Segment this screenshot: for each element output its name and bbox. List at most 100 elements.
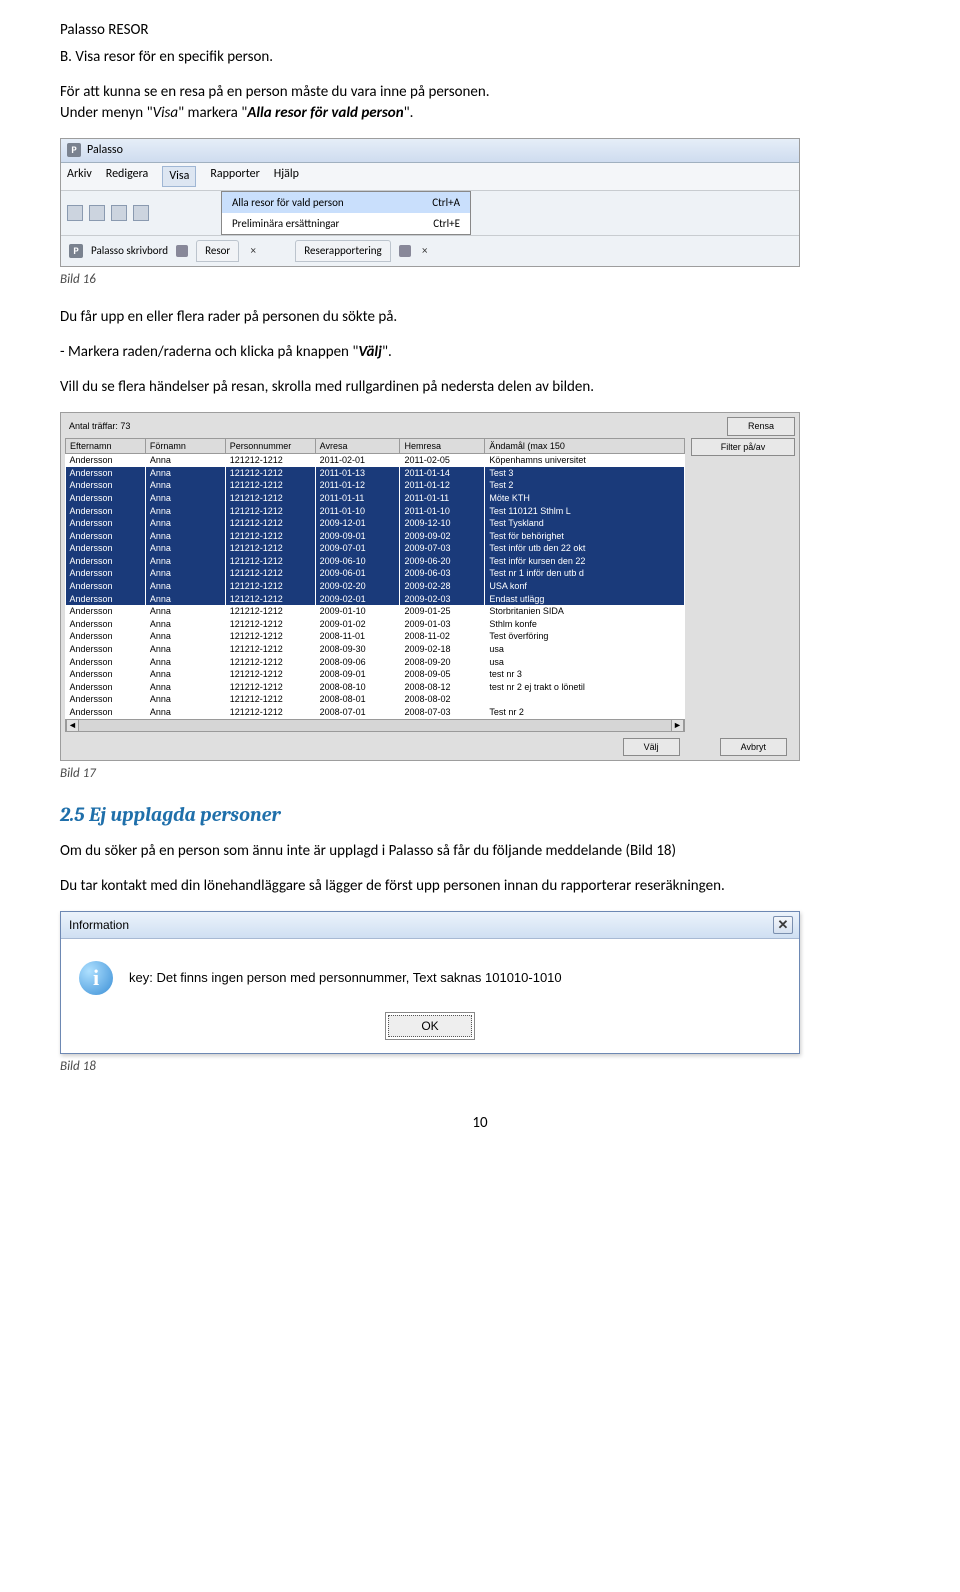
filter-button[interactable]: Filter på/av bbox=[691, 438, 795, 457]
table-row[interactable]: AnderssonAnna121212-12122009-01-022009-0… bbox=[66, 618, 685, 631]
table-row[interactable]: AnderssonAnna121212-12122008-11-012008-1… bbox=[66, 630, 685, 643]
horizontal-scrollbar[interactable]: ◄ ► bbox=[65, 719, 685, 732]
col-hemresa[interactable]: Hemresa bbox=[400, 438, 485, 454]
table-cell: 2011-01-14 bbox=[400, 467, 485, 480]
table-cell: Andersson bbox=[66, 517, 146, 530]
table-cell: 121212-1212 bbox=[225, 693, 315, 706]
caption-bild-16: Bild 16 bbox=[60, 271, 900, 289]
table-cell: Sthlm konfe bbox=[485, 618, 685, 631]
table-row[interactable]: AnderssonAnna121212-12122009-01-102009-0… bbox=[66, 605, 685, 618]
table-cell: Endast utlägg bbox=[485, 593, 685, 606]
table-row[interactable]: AnderssonAnna121212-12122008-07-012008-0… bbox=[66, 706, 685, 719]
dialog-titlebar: Information ✕ bbox=[61, 912, 799, 939]
col-andamal[interactable]: Ändamål (max 150 bbox=[485, 438, 685, 454]
table-row[interactable]: AnderssonAnna121212-12122008-09-302009-0… bbox=[66, 643, 685, 656]
table-row[interactable]: AnderssonAnna121212-12122011-01-122011-0… bbox=[66, 479, 685, 492]
table-cell: Test inför utb den 22 okt bbox=[485, 542, 685, 555]
menu-rapporter[interactable]: Rapporter bbox=[210, 166, 259, 187]
table-cell: 2008-08-10 bbox=[315, 681, 400, 694]
table-row[interactable]: AnderssonAnna121212-12122011-01-112011-0… bbox=[66, 492, 685, 505]
table-cell: 2011-01-12 bbox=[315, 479, 400, 492]
toolbar-button[interactable] bbox=[111, 205, 127, 221]
valj-button[interactable]: Välj bbox=[623, 738, 680, 757]
table-cell: 2009-02-03 bbox=[400, 593, 485, 606]
toolbar-button[interactable] bbox=[67, 205, 83, 221]
close-icon[interactable]: × bbox=[419, 245, 431, 257]
table-row[interactable]: AnderssonAnna121212-12122009-06-012009-0… bbox=[66, 567, 685, 580]
table-cell: 121212-1212 bbox=[225, 706, 315, 719]
table-cell: 2008-09-06 bbox=[315, 656, 400, 669]
table-cell: Anna bbox=[145, 706, 225, 719]
close-icon[interactable]: × bbox=[247, 245, 259, 257]
dropdown-label: Alla resor för vald person bbox=[232, 195, 344, 210]
table-row[interactable]: AnderssonAnna121212-12122009-06-102009-0… bbox=[66, 555, 685, 568]
rensa-button[interactable]: Rensa bbox=[727, 417, 795, 436]
table-cell: Anna bbox=[145, 693, 225, 706]
col-efternamn[interactable]: Efternamn bbox=[66, 438, 146, 454]
table-cell: Anna bbox=[145, 618, 225, 631]
page-number: 10 bbox=[60, 1113, 900, 1134]
tab-icon bbox=[399, 245, 411, 257]
table-cell: 2009-01-25 bbox=[400, 605, 485, 618]
menu-redigera[interactable]: Redigera bbox=[106, 166, 149, 187]
table-cell: Anna bbox=[145, 643, 225, 656]
table-cell: Andersson bbox=[66, 555, 146, 568]
col-personnummer[interactable]: Personnummer bbox=[225, 438, 315, 454]
col-avresa[interactable]: Avresa bbox=[315, 438, 400, 454]
tab-skrivbord[interactable]: Palasso skrivbord bbox=[91, 243, 168, 258]
table-row[interactable]: AnderssonAnna121212-12122008-08-012008-0… bbox=[66, 693, 685, 706]
tab-reserapportering[interactable]: Reserapportering bbox=[295, 240, 390, 261]
table-cell: Andersson bbox=[66, 593, 146, 606]
scroll-left-icon[interactable]: ◄ bbox=[66, 720, 79, 731]
table-cell: Anna bbox=[145, 593, 225, 606]
info-icon: i bbox=[79, 961, 113, 995]
ok-button[interactable]: OK bbox=[388, 1015, 471, 1037]
para-markera-pre: - Markera raden/raderna och klicka på kn… bbox=[60, 343, 358, 361]
para-intro-pre: Under menyn " bbox=[60, 104, 153, 122]
dropdown-item-preliminara[interactable]: Preliminära ersättningar Ctrl+E bbox=[222, 213, 470, 234]
table-cell: 121212-1212 bbox=[225, 630, 315, 643]
table-row[interactable]: AnderssonAnna121212-12122008-08-102008-0… bbox=[66, 681, 685, 694]
menu-visa[interactable]: Visa bbox=[162, 166, 196, 187]
table-row[interactable]: AnderssonAnna121212-12122008-09-012008-0… bbox=[66, 668, 685, 681]
app-icon: P bbox=[69, 244, 83, 258]
toolbar-button[interactable] bbox=[133, 205, 149, 221]
avbryt-button[interactable]: Avbryt bbox=[720, 738, 787, 757]
scroll-right-icon[interactable]: ► bbox=[671, 720, 684, 731]
table-cell: 2009-07-01 bbox=[315, 542, 400, 555]
tab-resor[interactable]: Resor bbox=[196, 240, 239, 261]
table-cell: 121212-1212 bbox=[225, 567, 315, 580]
menu-hjalp[interactable]: Hjälp bbox=[274, 166, 299, 187]
table-row[interactable]: AnderssonAnna121212-12122011-02-012011-0… bbox=[66, 454, 685, 467]
dropdown-item-alla-resor[interactable]: Alla resor för vald person Ctrl+A bbox=[222, 192, 470, 213]
col-fornamn[interactable]: Förnamn bbox=[145, 438, 225, 454]
table-row[interactable]: AnderssonAnna121212-12122008-09-062008-0… bbox=[66, 656, 685, 669]
table-row[interactable]: AnderssonAnna121212-12122009-02-012009-0… bbox=[66, 593, 685, 606]
table-cell: Andersson bbox=[66, 706, 146, 719]
table-row[interactable]: AnderssonAnna121212-12122009-07-012009-0… bbox=[66, 542, 685, 555]
para-intro-visa: Visa bbox=[153, 104, 179, 122]
table-cell: Möte KTH bbox=[485, 492, 685, 505]
close-icon[interactable]: ✕ bbox=[773, 916, 793, 934]
section-b-title: B. Visa resor för en specifik person. bbox=[60, 47, 900, 68]
table-cell: Anna bbox=[145, 530, 225, 543]
table-row[interactable]: AnderssonAnna121212-12122011-01-132011-0… bbox=[66, 467, 685, 480]
toolbar-button[interactable] bbox=[89, 205, 105, 221]
table-row[interactable]: AnderssonAnna121212-12122009-12-012009-1… bbox=[66, 517, 685, 530]
table-cell: Andersson bbox=[66, 656, 146, 669]
table-cell: Anna bbox=[145, 542, 225, 555]
table-cell: Andersson bbox=[66, 492, 146, 505]
table-row[interactable]: AnderssonAnna121212-12122011-01-102011-0… bbox=[66, 505, 685, 518]
menu-arkiv[interactable]: Arkiv bbox=[67, 166, 92, 187]
app-icon: P bbox=[67, 143, 81, 157]
table-cell: Test 3 bbox=[485, 467, 685, 480]
table-cell: 2009-06-20 bbox=[400, 555, 485, 568]
table-row[interactable]: AnderssonAnna121212-12122009-09-012009-0… bbox=[66, 530, 685, 543]
para-intro-line1: För att kunna se en resa på en person må… bbox=[60, 83, 490, 101]
table-cell: 2009-06-10 bbox=[315, 555, 400, 568]
table-row[interactable]: AnderssonAnna121212-12122009-02-202009-0… bbox=[66, 580, 685, 593]
table-cell: Anna bbox=[145, 454, 225, 467]
table-cell: test nr 2 ej trakt o lönetil bbox=[485, 681, 685, 694]
tab-icon bbox=[176, 245, 188, 257]
table-cell: 2009-09-01 bbox=[315, 530, 400, 543]
